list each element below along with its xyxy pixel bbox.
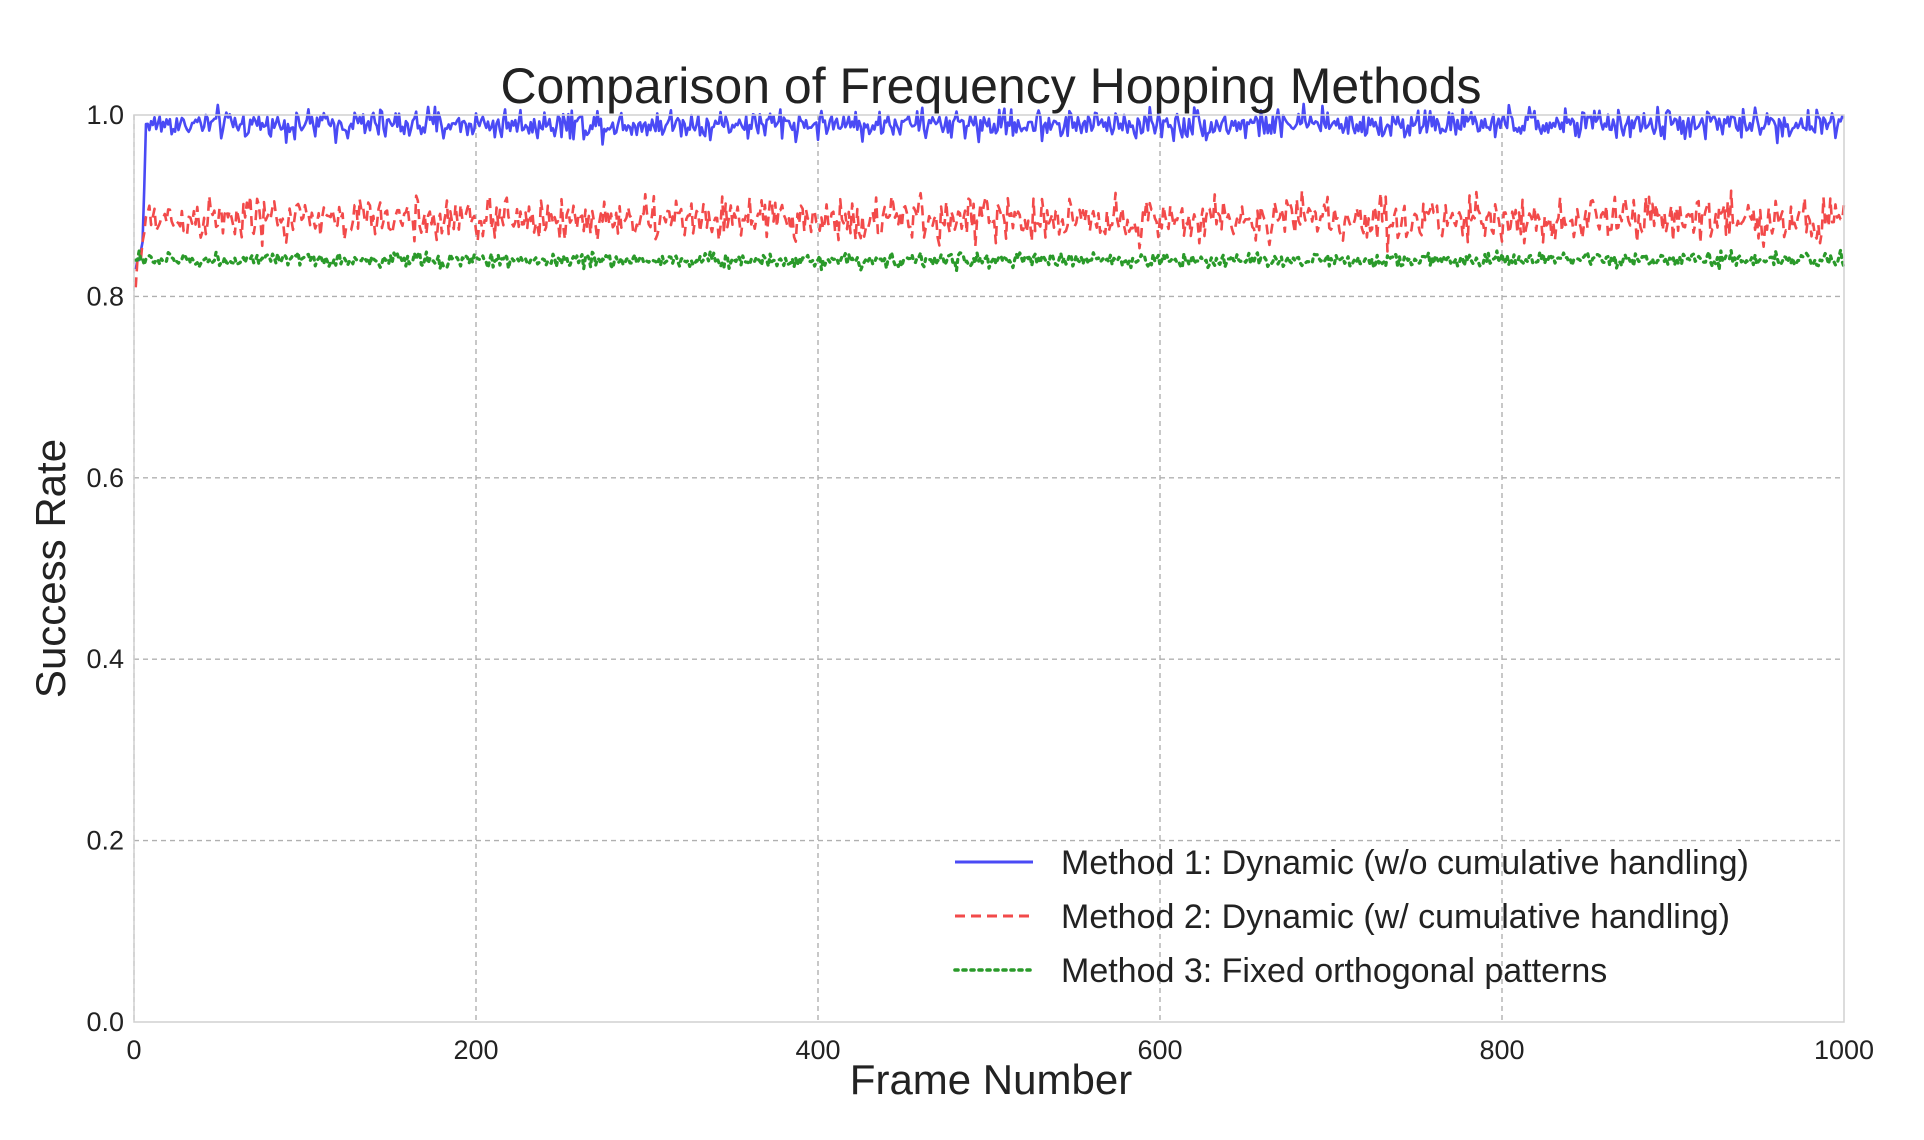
legend: Method 1: Dynamic (w/o cumulative handli… (953, 844, 1749, 990)
x-tick-label: 0 (126, 1035, 141, 1065)
y-tick-label: 0.4 (86, 644, 124, 674)
series-line-1 (134, 102, 1845, 270)
plot-frame (133, 114, 1845, 1023)
x-tick-label: 200 (453, 1035, 498, 1065)
legend-label-1: Method 1: Dynamic (w/o cumulative handli… (1061, 844, 1749, 882)
x-tick-label: 800 (1479, 1035, 1524, 1065)
chart-title: Comparison of Frequency Hopping Methods (500, 58, 1481, 114)
tick-labels: 0 200 400 600 800 1000 0.0 0.2 0.4 0.6 0.8 1.0 (86, 100, 1874, 1065)
y-axis-label: Success Rate (27, 439, 74, 698)
x-tick-label: 1000 (1814, 1035, 1874, 1065)
grid-lines (133, 115, 1844, 1022)
legend-label-2: Method 2: Dynamic (w/ cumulative handlin… (1061, 898, 1730, 936)
series-lines (134, 102, 1846, 288)
y-tick-label: 1.0 (86, 100, 124, 130)
x-tick-label: 400 (795, 1035, 840, 1065)
y-tick-label: 0.8 (86, 281, 124, 311)
legend-label-3: Method 3: Fixed orthogonal patterns (1061, 952, 1607, 990)
y-tick-label: 0.6 (86, 463, 124, 493)
x-axis-label: Frame Number (850, 1056, 1132, 1103)
y-tick-label: 0.0 (86, 1007, 124, 1037)
series-line-2 (134, 189, 1846, 288)
y-tick-label: 0.2 (86, 826, 124, 856)
series-line-3 (134, 248, 1846, 273)
x-tick-label: 600 (1137, 1035, 1182, 1065)
